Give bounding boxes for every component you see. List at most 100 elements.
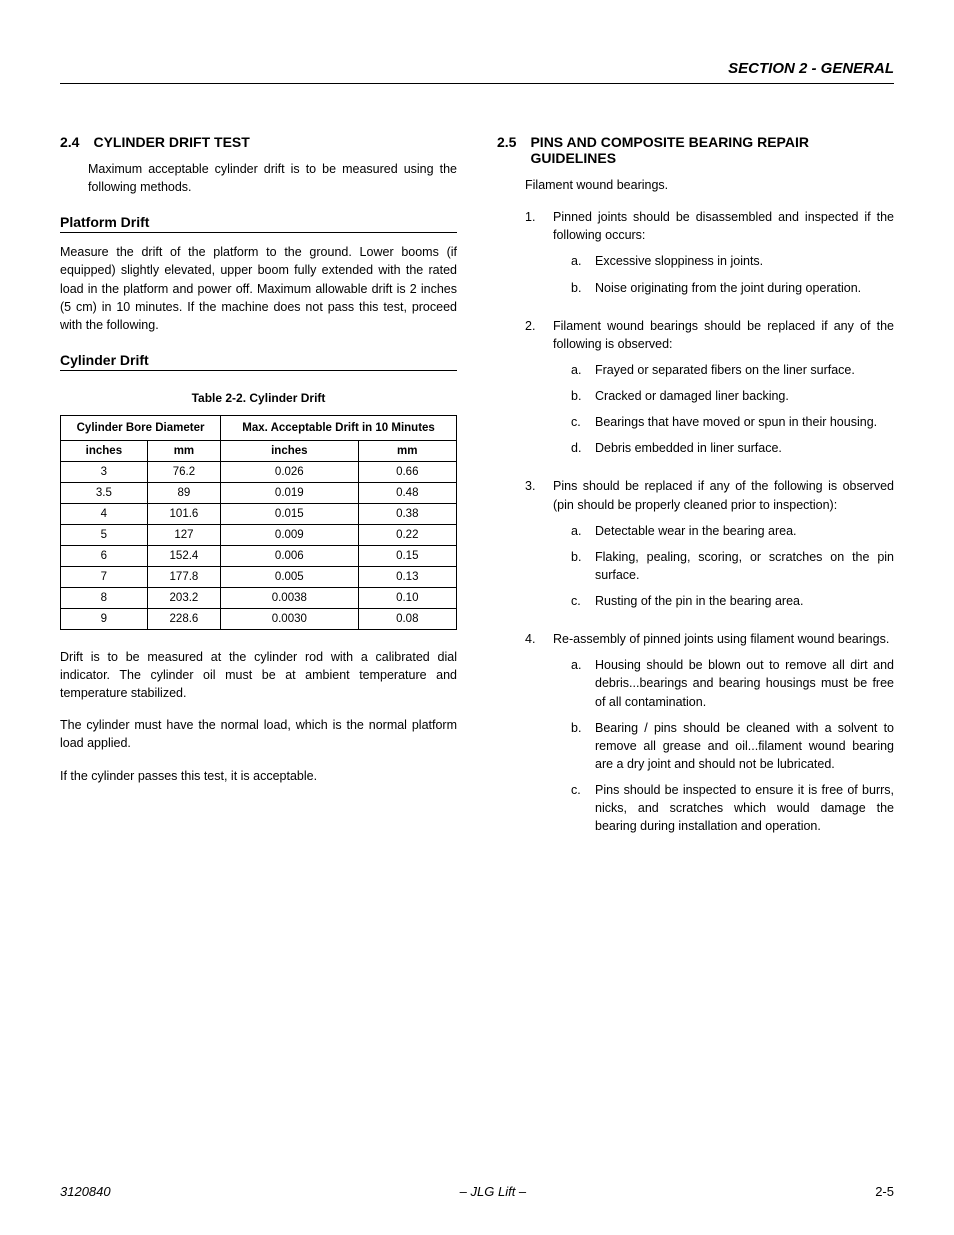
table-cell: 203.2 <box>147 587 220 608</box>
table-cell: 0.026 <box>221 461 358 482</box>
list-content: Re-assembly of pinned joints using filam… <box>553 630 894 843</box>
list-text: Filament wound bearings should be replac… <box>553 317 894 353</box>
table-group-bore: Cylinder Bore Diameter <box>61 415 221 440</box>
sub-list-item: c. Rusting of the pin in the bearing area… <box>571 592 894 610</box>
table-row: 7177.80.0050.13 <box>61 566 457 587</box>
cylinder-p2: The cylinder must have the normal load, … <box>60 716 457 752</box>
sec24-intro: Maximum acceptable cylinder drift is to … <box>60 160 457 196</box>
table-cell: 0.13 <box>358 566 456 587</box>
list-text: Re-assembly of pinned joints using filam… <box>553 630 894 648</box>
table-cell: 0.66 <box>358 461 456 482</box>
table-cell: 8 <box>61 587 148 608</box>
sub-text: Bearing / pins should be cleaned with a … <box>595 719 894 773</box>
list-marker: 1. <box>525 208 543 305</box>
right-column: 2.5 PINS AND COMPOSITE BEARING REPAIR GU… <box>497 134 894 855</box>
table-cell: 152.4 <box>147 545 220 566</box>
list-item: 1. Pinned joints should be disassembled a… <box>525 208 894 305</box>
sub-list-item: a.Excessive sloppiness in joints. <box>571 252 894 270</box>
table-cell: 0.005 <box>221 566 358 587</box>
section-number: 2.4 <box>60 134 79 150</box>
table-row: 6152.40.0060.15 <box>61 545 457 566</box>
sub-list-item: a.Frayed or separated fibers on the line… <box>571 361 894 379</box>
content-columns: 2.4 CYLINDER DRIFT TEST Maximum acceptab… <box>60 134 894 855</box>
sub-list-item: b. Cracked or damaged liner backing. <box>571 387 894 405</box>
list-marker: 4. <box>525 630 543 843</box>
table-cell: 127 <box>147 524 220 545</box>
sub-marker: c. <box>571 413 587 431</box>
footer-left: 3120840 <box>60 1184 111 1199</box>
table-cell: 0.006 <box>221 545 358 566</box>
page-footer: 3120840 – JLG Lift – 2-5 <box>60 1184 894 1199</box>
list-item: 4. Re-assembly of pinned joints using fil… <box>525 630 894 843</box>
list-item: 3. Pins should be replaced if any of the … <box>525 477 894 618</box>
section-number: 2.5 <box>497 134 516 166</box>
sub-text: Pins should be inspected to ensure it is… <box>595 781 894 835</box>
sub-marker: c. <box>571 592 587 610</box>
table-cell: 3.5 <box>61 482 148 503</box>
sub-list: a.Housing should be blown out to remove … <box>553 656 894 835</box>
sub-marker: c. <box>571 781 587 835</box>
sub-marker: b. <box>571 387 587 405</box>
table-cell: 0.019 <box>221 482 358 503</box>
table-cell: 4 <box>61 503 148 524</box>
sub-text: Noise originating from the joint during … <box>595 279 894 297</box>
table-cell: 101.6 <box>147 503 220 524</box>
table-cell: 0.0038 <box>221 587 358 608</box>
sec25-intro: Filament wound bearings. <box>497 176 894 194</box>
table-cell: 0.15 <box>358 545 456 566</box>
sub-marker: b. <box>571 719 587 773</box>
table-cell: 0.38 <box>358 503 456 524</box>
cylinder-p3: If the cylinder passes this test, it is … <box>60 767 457 785</box>
table-cell: 76.2 <box>147 461 220 482</box>
footer-center: – JLG Lift – <box>460 1184 526 1199</box>
cylinder-drift-table: Cylinder Bore Diameter Max. Acceptable D… <box>60 415 457 630</box>
section-label: SECTION 2 - GENERAL <box>60 60 894 77</box>
table-row: 3.5890.0190.48 <box>61 482 457 503</box>
list-content: Pinned joints should be disassembled and… <box>553 208 894 305</box>
table-cell: 5 <box>61 524 148 545</box>
table-cell: 3 <box>61 461 148 482</box>
sub-list-item: c.Pins should be inspected to ensure it … <box>571 781 894 835</box>
sub-text: Rusting of the pin in the bearing area. <box>595 592 894 610</box>
left-column: 2.4 CYLINDER DRIFT TEST Maximum acceptab… <box>60 134 457 855</box>
table-group-drift: Max. Acceptable Drift in 10 Minutes <box>221 415 457 440</box>
sub-marker: b. <box>571 548 587 584</box>
sub-marker: a. <box>571 656 587 710</box>
sub-marker: a. <box>571 522 587 540</box>
table-row: 376.20.0260.66 <box>61 461 457 482</box>
table-cell: 89 <box>147 482 220 503</box>
sub-list: a.Frayed or separated fibers on the line… <box>553 361 894 458</box>
table-cell: 7 <box>61 566 148 587</box>
platform-drift-text: Measure the drift of the platform to the… <box>60 243 457 334</box>
table-cell: 0.08 <box>358 608 456 629</box>
sub-text: Bearings that have moved or spun in thei… <box>595 413 894 431</box>
platform-drift-heading: Platform Drift <box>60 214 457 233</box>
col-mm-1: mm <box>147 440 220 461</box>
sub-text: Housing should be blown out to remove al… <box>595 656 894 710</box>
col-mm-2: mm <box>358 440 456 461</box>
sub-list: a. Detectable wear in the bearing area. b.… <box>553 522 894 611</box>
list-content: Filament wound bearings should be replac… <box>553 317 894 466</box>
sub-list-item: b.Flaking, pealing, scoring, or scratche… <box>571 548 894 584</box>
table-cell: 0.10 <box>358 587 456 608</box>
sub-text: Cracked or damaged liner backing. <box>595 387 894 405</box>
table-body: 376.20.0260.663.5890.0190.484101.60.0150… <box>61 461 457 629</box>
list-marker: 3. <box>525 477 543 618</box>
sub-text: Detectable wear in the bearing area. <box>595 522 894 540</box>
col-inches-1: inches <box>61 440 148 461</box>
section-text: CYLINDER DRIFT TEST <box>93 134 457 150</box>
table-caption: Table 2-2. Cylinder Drift <box>60 391 457 405</box>
table-cell: 9 <box>61 608 148 629</box>
table-cell: 0.22 <box>358 524 456 545</box>
table-row: 4101.60.0150.38 <box>61 503 457 524</box>
list-text: Pins should be replaced if any of the fo… <box>553 477 894 513</box>
sub-list-item: a. Detectable wear in the bearing area. <box>571 522 894 540</box>
table-cell: 0.009 <box>221 524 358 545</box>
table-cell: 0.0030 <box>221 608 358 629</box>
table-row: 9228.60.00300.08 <box>61 608 457 629</box>
col-inches-2: inches <box>221 440 358 461</box>
cylinder-p1: Drift is to be measured at the cylinder … <box>60 648 457 702</box>
section-2-4-title: 2.4 CYLINDER DRIFT TEST <box>60 134 457 150</box>
sub-text: Frayed or separated fibers on the liner … <box>595 361 894 379</box>
list-text: Pinned joints should be disassembled and… <box>553 208 894 244</box>
